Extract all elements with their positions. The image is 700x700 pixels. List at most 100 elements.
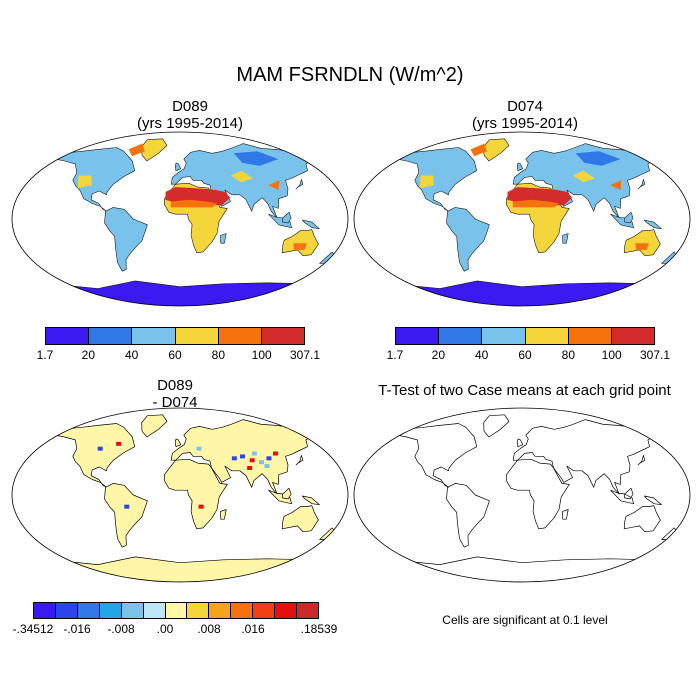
value-patch <box>293 243 307 250</box>
coastline-newzealand <box>319 251 336 264</box>
siberia-low-region <box>233 151 279 166</box>
panel-title-top-left: D089 (yrs 1995-2014) <box>40 98 340 132</box>
colorbar-segment <box>99 603 122 618</box>
value-patch <box>196 236 208 247</box>
colorbar-tick-label: -.34512 <box>12 622 54 636</box>
colorbar-segment <box>525 328 569 344</box>
difference-cell <box>264 464 270 469</box>
difference-cell <box>198 504 204 509</box>
coastline-samerica <box>104 483 148 548</box>
panel-title-line1: D089 <box>157 377 193 394</box>
map-panel-d089 <box>11 131 349 307</box>
coastline-uk <box>174 438 182 448</box>
colorbar-tick-label: 40 <box>474 348 489 362</box>
difference-cell <box>251 451 257 456</box>
panel-title-line2: (yrs 1995-2014) <box>137 115 243 132</box>
coastline-uk <box>174 162 182 171</box>
figure-title: MAM FSRNDLN (W/m^2) <box>236 64 464 86</box>
colorbar-segment <box>261 328 305 344</box>
coastline-namerica <box>54 423 136 488</box>
coastline-australia <box>281 229 319 256</box>
coastline-madagascar <box>562 509 569 520</box>
coastline-greenland <box>483 138 510 162</box>
colorbar-tick-label: 307.1 <box>289 348 321 362</box>
ttest-footnote: Cells are significant at 0.1 level <box>442 613 608 627</box>
colorbar-tick-label: 100 <box>251 348 272 362</box>
panel-title-line1: D089 <box>172 98 208 115</box>
colorbar-tick-label: .016 <box>241 622 265 636</box>
coastline-antarctica <box>391 556 653 582</box>
colorbar-bottom-left <box>33 602 319 619</box>
coastline-antarctica <box>49 280 311 306</box>
coastline-newguinea <box>644 219 662 229</box>
coastline-namerica <box>396 423 478 488</box>
value-patch <box>470 143 487 157</box>
coastline-madagascar <box>220 233 227 244</box>
coastline-greenland <box>141 414 168 438</box>
coastline-africa <box>163 458 228 530</box>
coastline-madagascar <box>562 233 569 244</box>
map-border <box>11 131 349 307</box>
colorbar-segment <box>55 603 78 618</box>
map-panel-difference <box>11 407 349 583</box>
colorbar-segment <box>275 603 298 618</box>
coastline-samerica <box>446 207 490 272</box>
siberia-low-region <box>575 151 621 166</box>
colorbar-tick-label: -.016 <box>63 622 91 636</box>
colorbar-segment <box>439 328 483 344</box>
value-patch <box>538 236 550 247</box>
colorbar-segment <box>253 603 276 618</box>
colorbar-tick-label: .18539 <box>300 622 338 636</box>
value-patch <box>77 175 92 189</box>
difference-cell <box>272 451 278 456</box>
coastline-uk <box>516 438 524 448</box>
panel-title-bottom-right: T-Test of two Case means at each grid po… <box>378 382 671 399</box>
coastline-newguinea <box>302 219 320 229</box>
coastline-antarctica <box>49 556 311 582</box>
colorbar-tick-label: 20 <box>431 348 446 362</box>
coastline-japan <box>295 455 304 466</box>
coastline-madagascar <box>220 509 227 520</box>
difference-cell <box>196 446 202 451</box>
colorbar-segment <box>297 603 318 618</box>
coastline-indonesia <box>268 489 292 505</box>
difference-cell <box>124 504 130 509</box>
colorbar-tick-label: 80 <box>561 348 576 362</box>
coastline-newguinea <box>643 495 662 506</box>
coastline-newguinea <box>301 495 320 506</box>
coastline-uk <box>516 162 524 171</box>
coastline-greenland <box>141 138 168 162</box>
coastline-japan <box>637 179 646 190</box>
colorbar-tick-label: 1.7 <box>386 348 404 362</box>
coastline-samerica <box>104 207 148 272</box>
colorbar-tick-label: 80 <box>211 348 226 362</box>
colorbar-segment <box>34 603 56 618</box>
value-patch <box>635 243 649 250</box>
coastline-indonesia <box>610 213 634 228</box>
coastline-eurasia <box>512 419 654 495</box>
coastline-newzealand <box>661 527 678 540</box>
panel-title-bottom-left: D089 - D074 <box>25 377 325 411</box>
map-border <box>353 407 691 583</box>
colorbar-top-right <box>395 327 655 345</box>
map-border <box>11 407 349 583</box>
colorbar-tick-label: -.008 <box>107 622 135 636</box>
colorbar-tick-label: 60 <box>518 348 532 362</box>
value-patch <box>572 170 595 183</box>
panel-title-top-right: D074 (yrs 1995-2014) <box>375 98 675 132</box>
coastline-borneo <box>624 211 634 224</box>
value-patch <box>230 170 253 183</box>
value-patch <box>610 180 622 190</box>
coastline-australia <box>281 505 319 533</box>
coastline-borneo <box>282 211 292 224</box>
coastline-namerica <box>54 147 135 212</box>
colorbar-tick-label: 20 <box>81 348 96 362</box>
colorbar-tick-label: 40 <box>124 348 139 362</box>
colorbar-segment <box>396 328 440 344</box>
colorbar-segment <box>46 328 90 344</box>
difference-cell <box>247 466 253 470</box>
difference-cell <box>116 441 122 446</box>
value-patch <box>128 143 145 157</box>
colorbar-tick-label: 307.1 <box>639 348 671 362</box>
coastline-newzealand <box>319 527 336 540</box>
